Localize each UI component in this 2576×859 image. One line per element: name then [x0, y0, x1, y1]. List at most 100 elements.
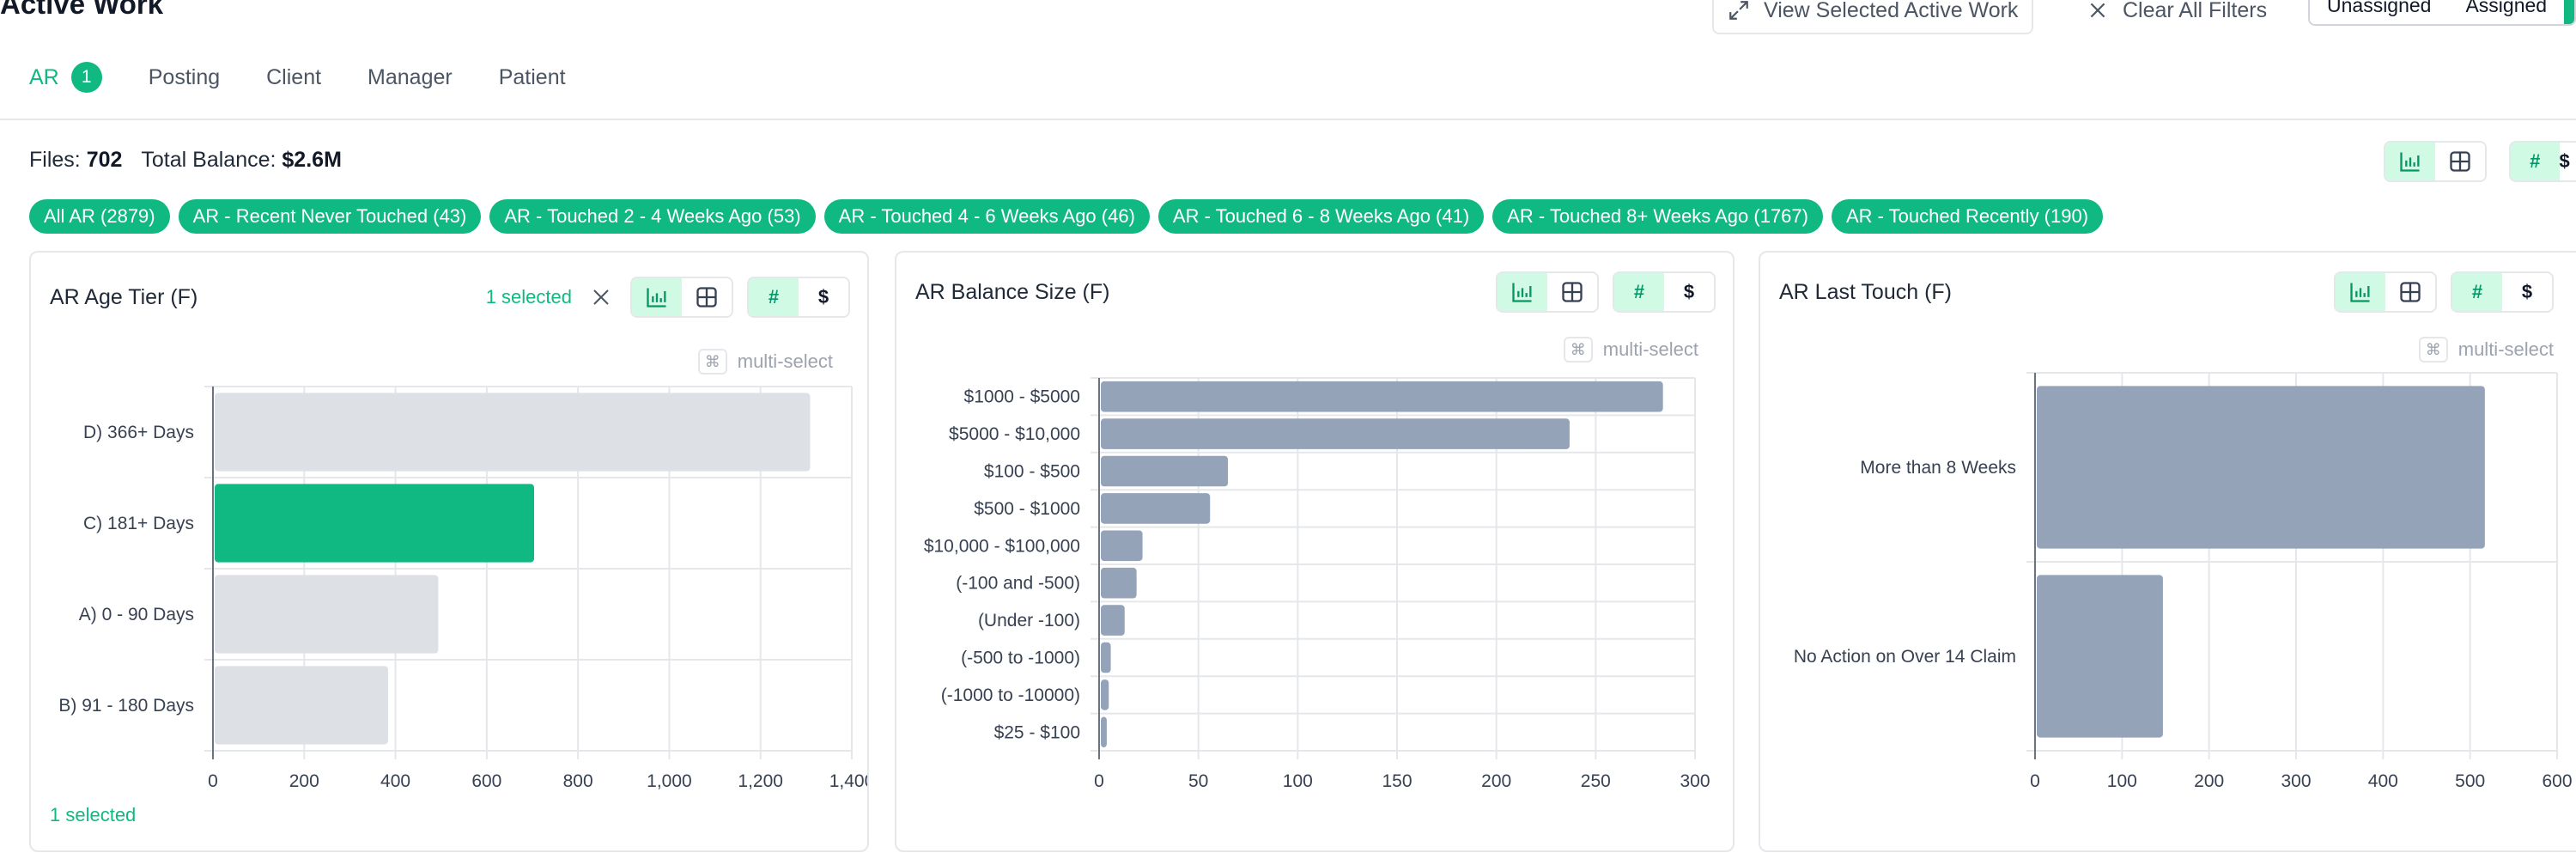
filter-chip-row: All AR (2879) AR - Recent Never Touched …	[29, 199, 2104, 234]
tab-posting[interactable]: Posting	[148, 64, 221, 89]
x-tick-label: 800	[563, 771, 593, 791]
chip-recent-never-touched[interactable]: AR - Recent Never Touched (43)	[178, 199, 482, 234]
bar[interactable]	[1101, 493, 1211, 524]
bar[interactable]	[1101, 605, 1125, 636]
bar-chart-icon	[1512, 283, 1532, 302]
card-metric-toggle: # $	[747, 277, 850, 318]
bar[interactable]	[215, 666, 388, 745]
chart-view-button[interactable]	[2336, 273, 2385, 311]
chart-view-button[interactable]	[2385, 143, 2435, 180]
chip-all-ar[interactable]: All AR (2879)	[29, 199, 170, 234]
x-tick-label: 100	[2107, 771, 2137, 791]
dollar-mode-button[interactable]: $	[2502, 273, 2552, 311]
chip-touched-recently[interactable]: AR - Touched Recently (190)	[1831, 199, 2104, 234]
card-ar-last-touch: AR Last Touch (F) # $ ⌘ multi-select 0 10…	[1759, 251, 2576, 852]
ar-age-tier-chart: 0 200 400 600 800 1,000 1,200 1,400 D) 366+ Days…	[58, 386, 869, 791]
card-controls: # $	[1496, 271, 1716, 313]
bar[interactable]	[215, 484, 534, 563]
clear-filters-button[interactable]: Clear All Filters	[2071, 0, 2283, 34]
y-category-label: $5000 - $10,000	[949, 424, 1080, 444]
table-view-button[interactable]	[2435, 143, 2485, 180]
bar[interactable]	[1101, 455, 1229, 487]
dollar-mode-button[interactable]: $	[799, 278, 848, 316]
y-category-label: (-100 and -500)	[956, 574, 1080, 594]
bar[interactable]	[2037, 386, 2485, 549]
expand-icon	[1729, 1, 1748, 20]
x-tick-label: 200	[289, 771, 319, 791]
table-view-button[interactable]	[682, 278, 732, 316]
y-category-label: More than 8 Weeks	[1860, 458, 2016, 478]
chart-view-button[interactable]	[632, 278, 682, 316]
y-category-label: $10,000 - $100,000	[924, 536, 1080, 556]
bar[interactable]	[1101, 642, 1111, 673]
table-view-button[interactable]	[1547, 273, 1597, 311]
selection-count: 1 selected	[485, 286, 572, 308]
y-category-label: $1000 - $5000	[964, 387, 1080, 407]
card-title: AR Balance Size (F)	[915, 280, 1110, 304]
tab-count-badge: 1	[70, 62, 102, 93]
y-category-label: No Action on Over 14 Claim	[1794, 647, 2016, 667]
grid-icon	[2400, 282, 2421, 302]
x-tick-label: 600	[2542, 771, 2572, 791]
segment-selected-edge[interactable]	[2564, 0, 2575, 24]
balance-summary: Total Balance: $2.6M	[141, 148, 342, 172]
y-category-label: (-1000 to -10000)	[941, 685, 1080, 705]
global-metric-toggle: # $	[2509, 141, 2576, 182]
chip-touched-6-8-weeks[interactable]: AR - Touched 6 - 8 Weeks Ago (41)	[1157, 199, 1485, 234]
segment-unassigned[interactable]: Unassigned	[2327, 0, 2432, 16]
tab-ar[interactable]: AR 1	[29, 62, 102, 93]
x-tick-label: 300	[2281, 771, 2311, 791]
x-tick-label: 1,400	[829, 771, 869, 791]
bar[interactable]	[1101, 530, 1143, 562]
card-view-toggle	[2334, 271, 2437, 313]
chip-touched-4-6-weeks[interactable]: AR - Touched 4 - 6 Weeks Ago (46)	[823, 199, 1150, 234]
bar[interactable]	[2037, 575, 2163, 738]
dollar-mode-button[interactable]: $	[1664, 273, 1714, 311]
table-view-button[interactable]	[2385, 273, 2435, 311]
count-mode-button[interactable]: #	[1614, 273, 1664, 311]
x-tick-label: 1,200	[738, 771, 783, 791]
bar[interactable]	[1101, 716, 1107, 748]
card-controls: # $	[2334, 271, 2554, 313]
x-tick-label: 200	[1481, 771, 1511, 791]
card-view-toggle	[1496, 271, 1599, 313]
x-tick-label: 150	[1382, 771, 1412, 791]
bar[interactable]	[1101, 679, 1109, 710]
count-mode-button[interactable]: #	[749, 278, 799, 316]
segment-assigned[interactable]: Assigned	[2465, 0, 2548, 16]
bar[interactable]	[215, 575, 439, 654]
bar-chart-icon	[2400, 152, 2420, 172]
x-tick-label: 200	[2194, 771, 2224, 791]
grid-icon	[2450, 151, 2470, 172]
tab-client[interactable]: Client	[266, 64, 322, 89]
y-category-label: $500 - $1000	[974, 499, 1080, 519]
bar[interactable]	[1101, 418, 1570, 449]
chart-view-button[interactable]	[1498, 273, 1547, 311]
dollar-mode-button[interactable]: $	[2559, 143, 2576, 180]
count-mode-button[interactable]: #	[2452, 273, 2502, 311]
clear-selection-button[interactable]	[586, 282, 617, 313]
x-tick-label: 1,000	[647, 771, 692, 791]
y-category-label: B) 91 - 180 Days	[58, 696, 194, 716]
close-icon	[2090, 3, 2105, 18]
y-category-label: $25 - $100	[994, 722, 1080, 742]
x-tick-label: 400	[380, 771, 410, 791]
card-title: AR Last Touch (F)	[1779, 280, 1953, 304]
x-tick-label: 0	[2030, 771, 2040, 791]
y-category-label: (Under -100)	[978, 611, 1080, 631]
global-view-toggle	[2384, 141, 2487, 182]
chip-touched-2-4-weeks[interactable]: AR - Touched 2 - 4 Weeks Ago (53)	[489, 199, 816, 234]
x-tick-label: 100	[1283, 771, 1313, 791]
tab-manager[interactable]: Manager	[368, 64, 453, 89]
view-selected-button[interactable]: View Selected Active Work	[1712, 0, 2034, 34]
bar[interactable]	[1101, 567, 1137, 599]
chip-touched-8plus-weeks[interactable]: AR - Touched 8+ Weeks Ago (1767)	[1492, 199, 1823, 234]
tab-divider	[0, 119, 2576, 120]
bar-chart-icon	[2350, 283, 2370, 302]
count-mode-button[interactable]: #	[2511, 143, 2560, 180]
bar[interactable]	[1101, 381, 1663, 412]
grid-icon	[696, 287, 717, 308]
tab-patient[interactable]: Patient	[498, 64, 566, 89]
bar[interactable]	[215, 393, 811, 472]
x-tick-label: 0	[1094, 771, 1104, 791]
